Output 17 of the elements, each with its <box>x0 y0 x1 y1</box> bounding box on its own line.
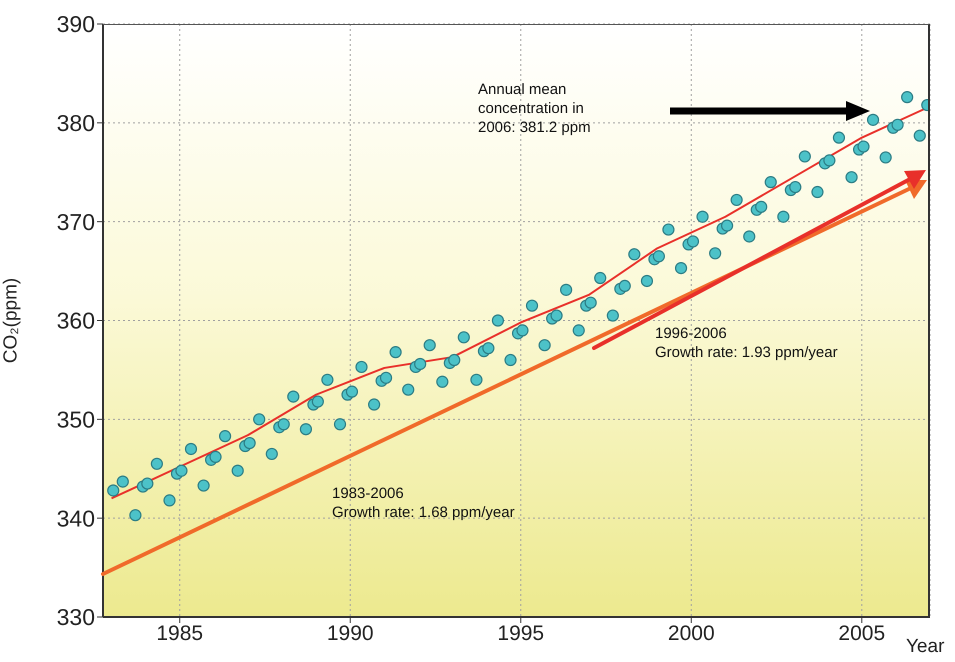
y-tick-label: 360 <box>56 308 95 334</box>
y-tick-label: 340 <box>56 505 95 532</box>
y-tick-label: 390 <box>56 11 95 38</box>
y-tick-label: 350 <box>56 406 95 432</box>
annotation: Annual mean concentration in 2006: 381.2 ppm <box>478 80 591 137</box>
y-axis-title: CO₂(ppm) <box>0 278 22 364</box>
y-tick-label: 380 <box>56 110 95 136</box>
x-tick-label: 1990 <box>326 622 374 645</box>
x-tick-label: 2000 <box>668 622 715 645</box>
x-axis-title: Year <box>906 636 944 658</box>
annotation: 1983-2006 Growth rate: 1.68 ppm/year <box>332 484 515 522</box>
x-tick-label: 2005 <box>838 622 886 645</box>
annotation: 1996-2006 Growth rate: 1.93 ppm/year <box>655 324 838 362</box>
x-tick-label: 1985 <box>156 622 204 645</box>
x-tick-label: 1995 <box>497 622 544 645</box>
y-tick-label: 370 <box>56 208 95 235</box>
y-tick-label: 330 <box>56 604 95 630</box>
